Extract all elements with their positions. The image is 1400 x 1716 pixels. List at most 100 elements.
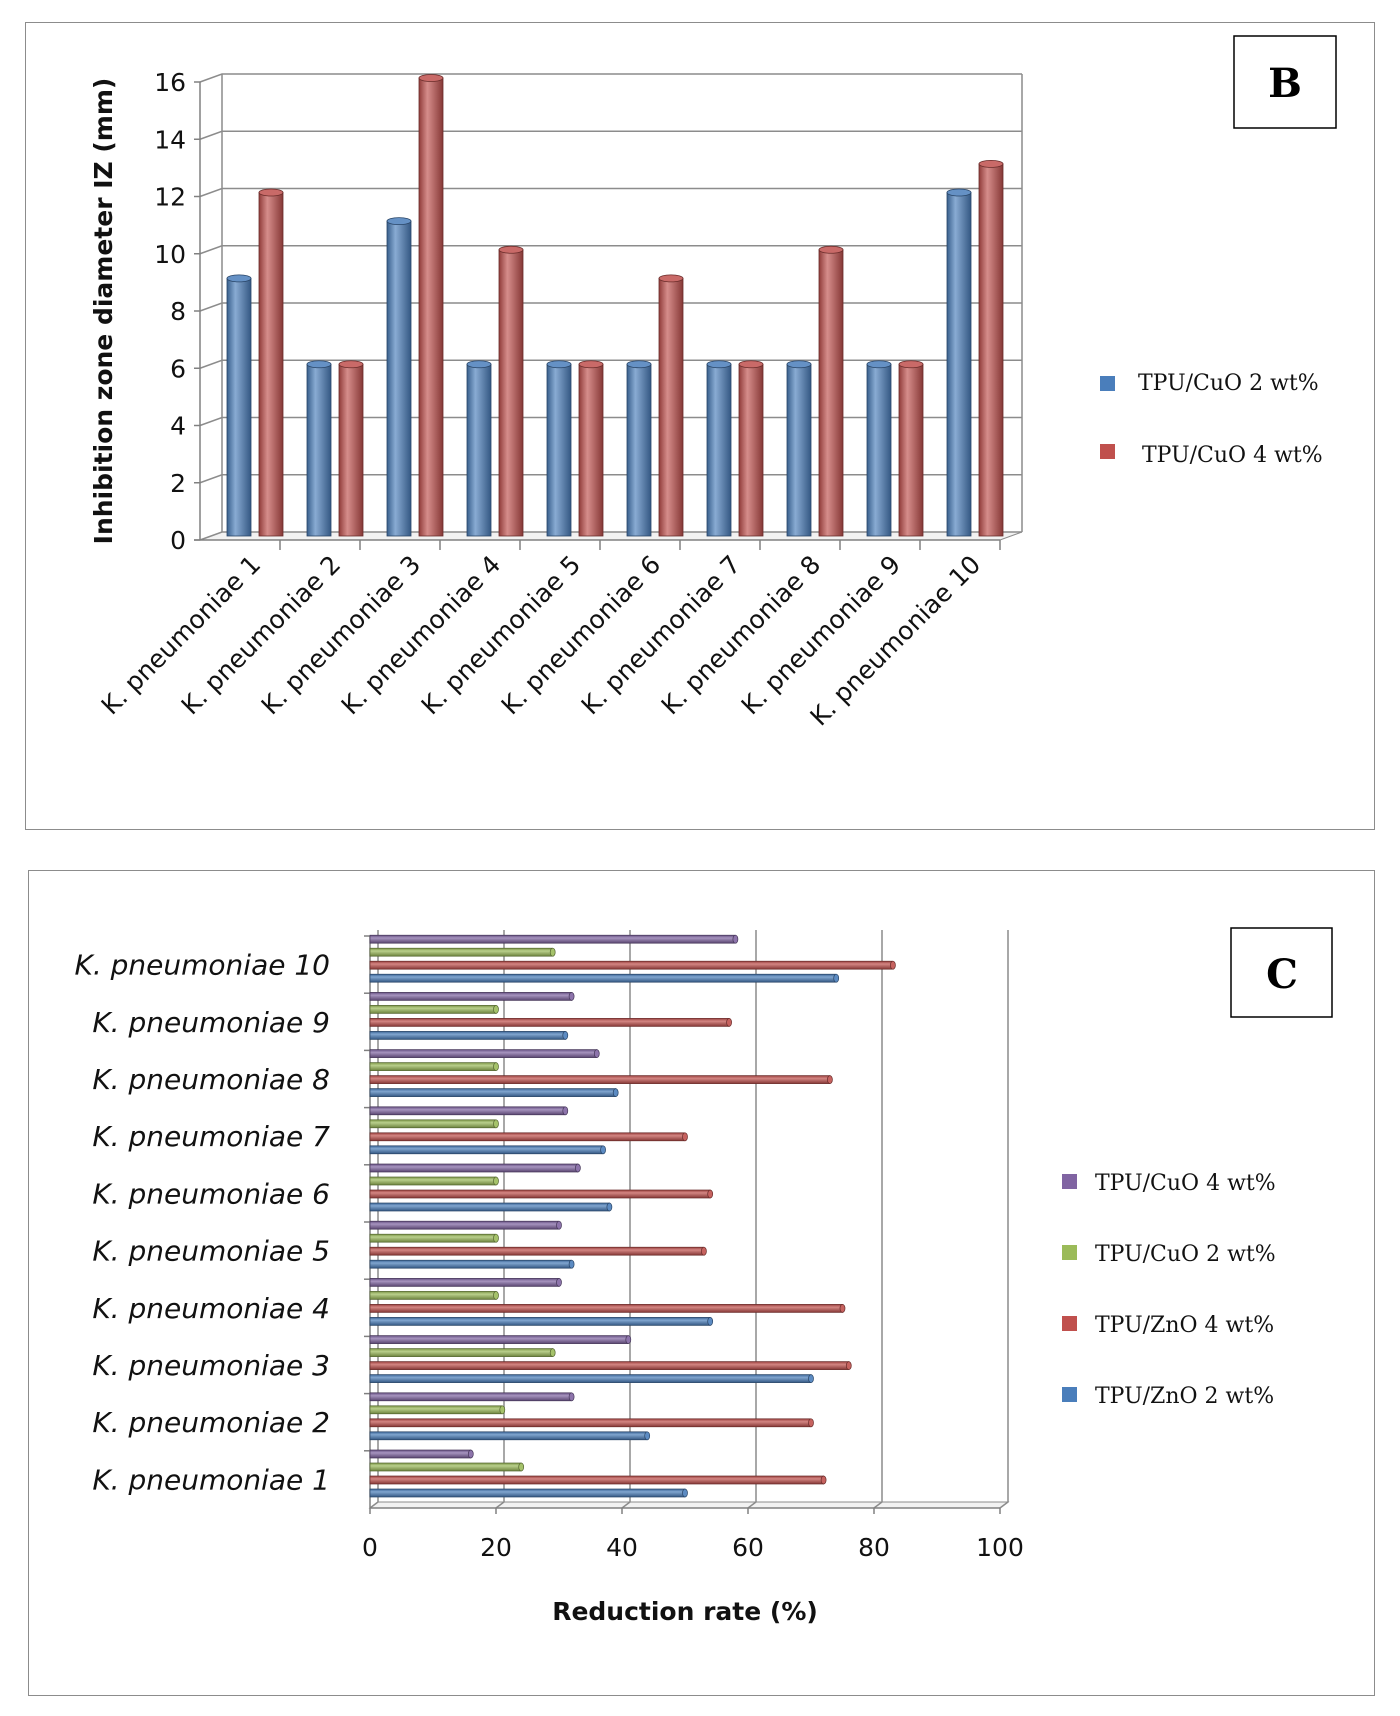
- bar-end: [575, 1163, 581, 1173]
- y-axis-title: Inhibition zone diameter IZ (mm): [89, 78, 118, 545]
- bar-end: [606, 1202, 613, 1212]
- panel-label-box: [1233, 35, 1337, 129]
- y-tick-label: K. pneumoniae 7: [92, 1120, 330, 1153]
- gridline: [495, 930, 505, 1509]
- bar-top: [818, 245, 844, 254]
- bar-end: [493, 1119, 499, 1129]
- y-tick-label: K. pneumoniae 1: [92, 1463, 330, 1496]
- legend-swatch: [1100, 444, 1115, 459]
- x-tick-label: 40: [606, 1533, 638, 1562]
- y-tick-label: K. pneumoniae 3: [92, 1349, 330, 1382]
- y-tick-label: K. pneumoniae 10: [75, 949, 331, 982]
- bar: [866, 363, 892, 537]
- y-tick-label: K. pneumoniae 8: [92, 1063, 330, 1096]
- bar: [369, 1335, 629, 1344]
- bar-end: [820, 1475, 827, 1485]
- bar: [369, 947, 554, 957]
- bar: [418, 77, 444, 537]
- bar: [369, 1475, 824, 1485]
- bar-top: [626, 360, 652, 369]
- bar: [369, 1405, 503, 1415]
- legend-label: TPU/ZnO 2 wt%: [1095, 1384, 1274, 1409]
- bar: [338, 363, 364, 537]
- bar: [546, 363, 572, 537]
- bar: [369, 1418, 812, 1428]
- bar-end: [890, 960, 896, 970]
- bar-end: [568, 992, 575, 1001]
- bar: [369, 992, 572, 1001]
- chart-c: 0 20 40 60 80 100 K. pneumoniae 1 K. pneumoniae…: [75, 927, 1333, 1626]
- bar-end: [556, 1278, 562, 1287]
- bar: [369, 1088, 617, 1097]
- bar-top: [498, 245, 524, 254]
- bar-end: [845, 1361, 852, 1370]
- bar: [369, 1431, 648, 1441]
- bar-top: [946, 188, 972, 197]
- bar-end: [556, 1220, 562, 1230]
- bar-top: [418, 74, 444, 82]
- bar-end: [499, 1405, 506, 1415]
- bar: [386, 220, 412, 537]
- y-tick-label: 14: [154, 125, 186, 154]
- legend-swatch: [1062, 1316, 1077, 1331]
- bar-end: [707, 1189, 714, 1199]
- y-tick-label: 8: [170, 297, 186, 326]
- bar: [369, 1031, 566, 1040]
- bar-end: [562, 1106, 569, 1116]
- bar: [369, 960, 894, 970]
- legend-swatch: [1062, 1245, 1077, 1260]
- y-tick-label: 0: [170, 526, 186, 555]
- y-tick-label: K. pneumoniae 4: [92, 1292, 330, 1325]
- bar-top: [738, 360, 764, 369]
- bar-end: [839, 1304, 846, 1313]
- bar: [578, 363, 604, 537]
- bar-end: [467, 1449, 474, 1459]
- bar-top: [546, 360, 572, 369]
- panel-label: B: [1268, 60, 1302, 107]
- legend-label: TPU/CuO 2 wt%: [1095, 1242, 1276, 1267]
- bar-top: [466, 360, 492, 369]
- bar: [369, 1392, 572, 1402]
- x-tick-label: 60: [732, 1533, 764, 1562]
- legend-swatch: [1062, 1174, 1077, 1189]
- legend-label: TPU/CuO 4 wt%: [1095, 1171, 1276, 1196]
- bar: [369, 1202, 610, 1212]
- bar: [369, 1005, 497, 1014]
- bar: [658, 277, 684, 537]
- bar-end: [612, 1088, 619, 1097]
- x-tick-label: 100: [976, 1533, 1024, 1562]
- x-tick-label: 20: [480, 1533, 512, 1562]
- bar-top: [898, 360, 924, 369]
- chart-panel-c: [28, 870, 1375, 1696]
- bar: [898, 363, 924, 537]
- bar: [369, 1062, 497, 1071]
- bar-end: [701, 1246, 707, 1256]
- bar: [978, 163, 1004, 537]
- bar-end: [808, 1418, 814, 1428]
- bar-end: [625, 1335, 632, 1344]
- legend-label: TPU/ZnO 4 wt%: [1095, 1313, 1274, 1338]
- bar: [306, 363, 332, 537]
- bar-end: [682, 1488, 688, 1498]
- panel-label: C: [1266, 951, 1298, 998]
- x-tick-label: 0: [362, 1533, 378, 1562]
- bar: [369, 1189, 711, 1199]
- bar: [369, 1361, 850, 1370]
- bar-end: [600, 1145, 606, 1155]
- gridline: [999, 930, 1009, 1509]
- bar: [369, 1132, 686, 1142]
- bar: [369, 1119, 497, 1129]
- bar: [369, 1462, 522, 1472]
- bar: [706, 363, 732, 537]
- bar: [946, 192, 972, 537]
- bar-end: [593, 1049, 600, 1058]
- panel-label-box: [1230, 927, 1333, 1018]
- y-tick-label: 12: [154, 183, 186, 212]
- bar-end: [493, 1233, 499, 1243]
- y-tick-label: K. pneumoniae 9: [92, 1006, 330, 1039]
- bar: [369, 934, 736, 944]
- bar-end: [833, 973, 840, 983]
- legend-swatch: [1100, 376, 1115, 391]
- bar: [818, 249, 844, 537]
